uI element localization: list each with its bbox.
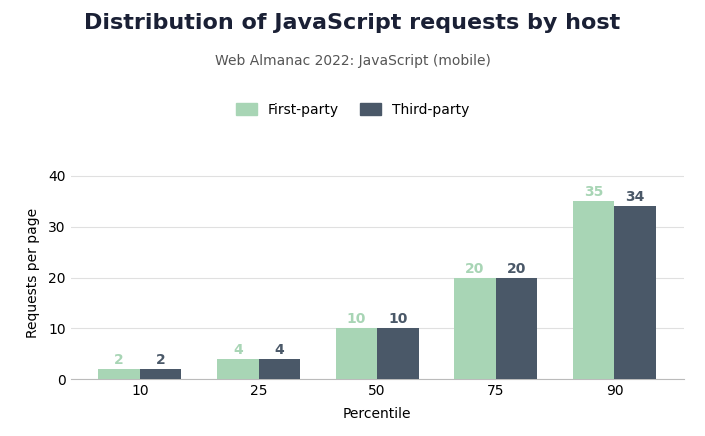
Text: 2: 2 (114, 353, 124, 367)
Text: 4: 4 (233, 343, 243, 357)
Text: 20: 20 (507, 262, 526, 276)
Legend: First-party, Third-party: First-party, Third-party (232, 99, 473, 121)
Y-axis label: Requests per page: Requests per page (25, 208, 39, 337)
Bar (99, 369, 140, 379)
X-axis label: Percentile: Percentile (343, 406, 412, 420)
Bar (259, 359, 300, 379)
Bar (336, 328, 377, 379)
Text: 4: 4 (274, 343, 284, 357)
Text: Web Almanac 2022: JavaScript (mobile): Web Almanac 2022: JavaScript (mobile) (214, 54, 491, 68)
Bar (140, 369, 181, 379)
Text: 20: 20 (465, 262, 485, 276)
Text: 10: 10 (388, 313, 407, 327)
Bar (454, 278, 496, 379)
Text: Distribution of JavaScript requests by host: Distribution of JavaScript requests by h… (85, 13, 620, 33)
Bar (217, 359, 259, 379)
Text: 2: 2 (156, 353, 166, 367)
Text: 10: 10 (347, 313, 366, 327)
Bar (496, 278, 537, 379)
Bar (573, 201, 615, 379)
Text: 35: 35 (584, 185, 603, 199)
Bar (615, 206, 656, 379)
Bar (377, 328, 419, 379)
Text: 34: 34 (625, 191, 645, 204)
